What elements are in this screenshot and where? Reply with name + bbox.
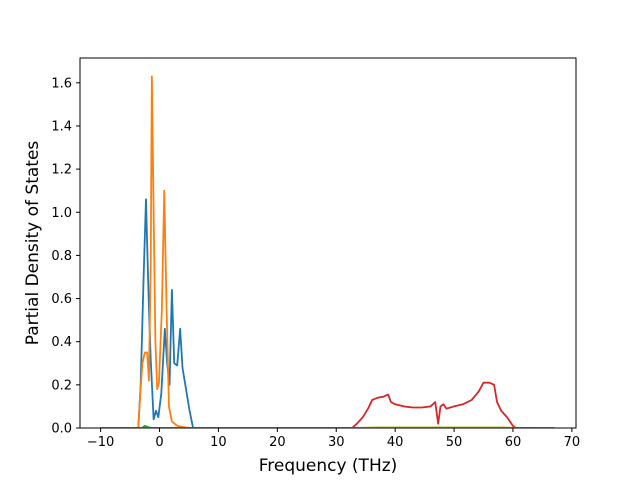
x-tick-label: 60 (505, 435, 522, 450)
x-tick-label: 50 (446, 435, 463, 450)
series-line-3 (100, 424, 555, 428)
x-axis: −10 0 10 20 30 40 50 60 70 (87, 428, 580, 450)
y-tick-label: 0.2 (51, 378, 72, 393)
y-tick-label: 0.4 (51, 335, 72, 350)
y-axis-label: Partial Density of States (23, 141, 43, 346)
x-tick-label: 20 (269, 435, 286, 450)
y-tick-label: 1.4 (51, 119, 72, 134)
series-line-4 (100, 381, 555, 428)
y-tick-label: 0.8 (51, 249, 72, 264)
series-line-2 (100, 75, 555, 428)
y-tick-label: 0.6 (51, 292, 72, 307)
x-tick-label: 10 (210, 435, 227, 450)
series-line-1 (100, 198, 555, 428)
y-tick-label: 1.0 (51, 206, 72, 221)
y-tick-label: 0.0 (51, 422, 72, 437)
plot-frame (79, 57, 577, 429)
y-axis: 0.0 0.2 0.4 0.6 0.8 1.0 1.2 1.4 1.6 (51, 76, 80, 437)
series-layer (100, 75, 555, 428)
x-tick-label: 70 (564, 435, 581, 450)
y-tick-label: 1.2 (51, 163, 72, 178)
x-tick-label: −10 (87, 435, 114, 450)
x-tick-label: 0 (155, 435, 163, 450)
x-tick-label: 40 (387, 435, 404, 450)
x-axis-label: Frequency (THz) (259, 456, 398, 476)
y-tick-label: 1.6 (51, 76, 72, 91)
x-tick-label: 30 (328, 435, 345, 450)
